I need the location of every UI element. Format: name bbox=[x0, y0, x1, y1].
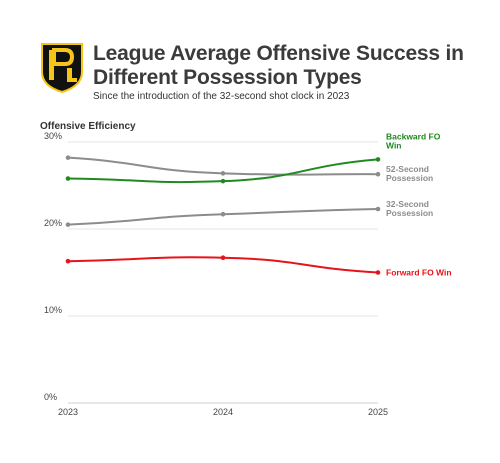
data-point bbox=[65, 155, 71, 160]
league-logo bbox=[39, 42, 85, 94]
x-tick-label: 2023 bbox=[58, 407, 78, 417]
series-labels: 52-Second Possession Backward FO Win 32-Seco… bbox=[386, 131, 452, 277]
chart-subtitle: Since the introduction of the 32-second … bbox=[93, 91, 350, 102]
data-point bbox=[65, 176, 71, 181]
y-tick-label: 20% bbox=[44, 218, 62, 228]
series-label: 52-Second Possession bbox=[386, 164, 433, 183]
series-line bbox=[67, 207, 379, 226]
y-tick-label: 10% bbox=[44, 305, 62, 315]
series-lines bbox=[65, 155, 381, 275]
data-point bbox=[375, 157, 381, 162]
x-tick-label: 2025 bbox=[368, 407, 388, 417]
data-point bbox=[375, 171, 381, 177]
gridlines bbox=[68, 141, 378, 404]
data-point bbox=[375, 270, 381, 275]
data-point bbox=[220, 178, 226, 184]
chart-title: League Average Offensive Success in Diff… bbox=[93, 42, 464, 89]
y-tick-label: 0% bbox=[44, 392, 57, 402]
data-point bbox=[220, 171, 226, 176]
series-label: 32-Second Possession bbox=[386, 199, 433, 218]
data-point bbox=[65, 222, 71, 227]
x-tick-label: 2024 bbox=[213, 407, 233, 417]
data-point bbox=[220, 255, 226, 261]
series-label: Backward FO Win bbox=[386, 131, 441, 150]
y-tick-label: 30% bbox=[44, 131, 62, 141]
x-axis-ticks: 2023 2024 2025 bbox=[58, 407, 388, 417]
data-point bbox=[65, 258, 71, 264]
y-axis-ticks: 0% 10% 20% 30% bbox=[44, 131, 62, 402]
data-point bbox=[220, 211, 226, 217]
y-axis-label: Offensive Efficiency bbox=[40, 121, 136, 132]
data-point bbox=[375, 206, 381, 212]
series-label: Forward FO Win bbox=[386, 268, 452, 278]
